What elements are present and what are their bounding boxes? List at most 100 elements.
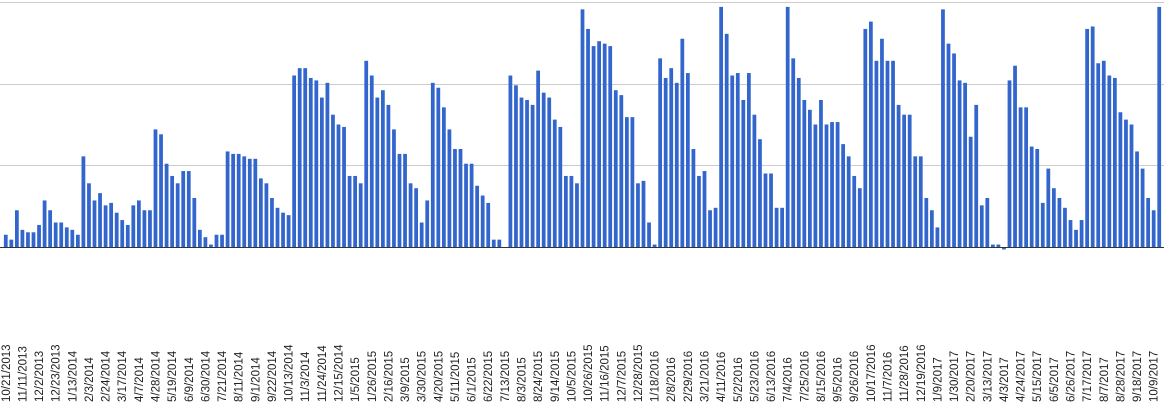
bar: [1074, 229, 1078, 247]
bar: [758, 139, 762, 247]
bar: [1118, 112, 1123, 247]
x-tick-label: 3/30/2015: [417, 351, 429, 402]
bar: [780, 207, 785, 247]
bar: [902, 114, 907, 247]
bar: [974, 104, 979, 248]
bar: [1051, 188, 1056, 247]
bar: [669, 68, 674, 248]
bar: [985, 198, 990, 247]
bar: [209, 244, 213, 247]
bar: [874, 60, 879, 247]
bar: [735, 73, 740, 247]
bar: [569, 175, 574, 247]
x-tick-label: 12/7/2015: [616, 351, 628, 402]
bar: [164, 163, 169, 247]
x-tick-label: 6/5/2017: [1049, 357, 1061, 402]
x-tick-label: 2/24/2014: [101, 350, 113, 402]
x-tick-label: 1/9/2017: [932, 357, 944, 402]
x-tick-label: 1/13/2014: [67, 350, 79, 402]
x-tick-label: 12/28/2015: [633, 344, 645, 402]
bar: [419, 222, 424, 247]
bar: [486, 202, 491, 247]
bar: [92, 200, 97, 247]
bar: [109, 202, 114, 247]
bar: [31, 232, 36, 247]
bar: [314, 80, 319, 248]
bar: [730, 75, 735, 247]
bar: [1135, 151, 1139, 247]
bar: [1018, 107, 1023, 247]
bar: [264, 183, 269, 247]
bar: [1013, 65, 1017, 247]
bar: [447, 129, 452, 247]
bar: [297, 68, 302, 248]
x-tick-labels: 10/21/2013 11/11/2013 12/2/2013 12/23/2013 1…: [1, 344, 1161, 402]
bar: [552, 119, 557, 247]
bar: [392, 129, 396, 247]
bar: [591, 46, 596, 247]
bar: [48, 210, 53, 247]
bar: [103, 205, 108, 247]
bar: [586, 28, 590, 248]
bar: [968, 136, 973, 247]
bar: [358, 183, 363, 247]
bar: [70, 229, 75, 247]
bar: [619, 95, 624, 247]
x-tick-label: 4/11/2016: [716, 352, 728, 402]
bar: [907, 114, 912, 247]
bar: [796, 77, 801, 247]
x-tick-label: 5/23/2016: [749, 351, 761, 402]
bar: [658, 58, 663, 247]
x-tick-label: 8/7/2017: [1099, 357, 1111, 402]
bar: [624, 117, 629, 248]
x-tick-label: 9/26/2016: [849, 351, 861, 402]
bar: [258, 178, 263, 247]
bar: [1024, 107, 1029, 247]
bar: [286, 215, 291, 247]
bar: [963, 82, 968, 247]
bar: [1057, 198, 1062, 247]
bar: [464, 163, 468, 247]
bar: [292, 75, 297, 247]
bar: [403, 153, 407, 247]
bar: [369, 75, 374, 247]
x-tick-label: 2/29/2016: [683, 351, 695, 402]
bar: [708, 210, 712, 247]
bar: [1129, 124, 1134, 247]
x-tick-label: 8/15/2016: [816, 351, 828, 402]
bar: [480, 195, 485, 247]
x-tick-label: 11/16/2015: [600, 345, 612, 402]
bar: [1157, 6, 1162, 248]
x-tick-label: 10/5/2015: [566, 351, 578, 402]
bar: [541, 92, 546, 248]
bar: [469, 163, 474, 247]
bar: [425, 200, 430, 247]
bar: [159, 134, 163, 247]
x-tick-label: 8/24/2015: [533, 351, 545, 402]
bar: [741, 100, 746, 247]
bar: [1151, 210, 1156, 247]
bar: [724, 33, 729, 247]
x-tick-label: 4/3/2017: [999, 357, 1011, 402]
bar: [819, 100, 823, 247]
bar: [3, 234, 8, 247]
bar: [880, 38, 884, 247]
bar: [9, 239, 14, 247]
x-tick-label: 2/20/2017: [966, 351, 978, 402]
bar: [1002, 247, 1006, 250]
bar: [941, 9, 945, 247]
x-tick-label: 5/11/2015: [450, 352, 462, 402]
x-tick-label: 2/8/2016: [666, 357, 678, 402]
bar: [525, 100, 529, 247]
x-tick-label: 12/23/2013: [51, 344, 63, 402]
bar: [75, 234, 80, 247]
bar: [364, 60, 369, 247]
x-tick-label: 6/13/2016: [766, 351, 778, 402]
bar: [868, 21, 873, 247]
bar: [220, 234, 224, 247]
bar: [608, 46, 613, 247]
bar: [514, 85, 518, 247]
bar: [253, 158, 258, 247]
bar: [863, 28, 868, 248]
